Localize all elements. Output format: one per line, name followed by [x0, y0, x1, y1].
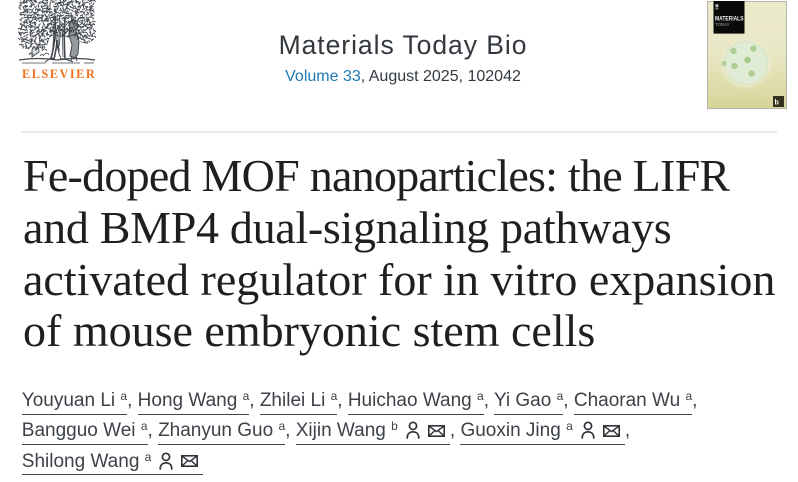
svg-text:TODAY: TODAY [715, 22, 730, 27]
svg-text:MATERIALS: MATERIALS [715, 16, 744, 23]
svg-text:b: b [775, 100, 779, 107]
